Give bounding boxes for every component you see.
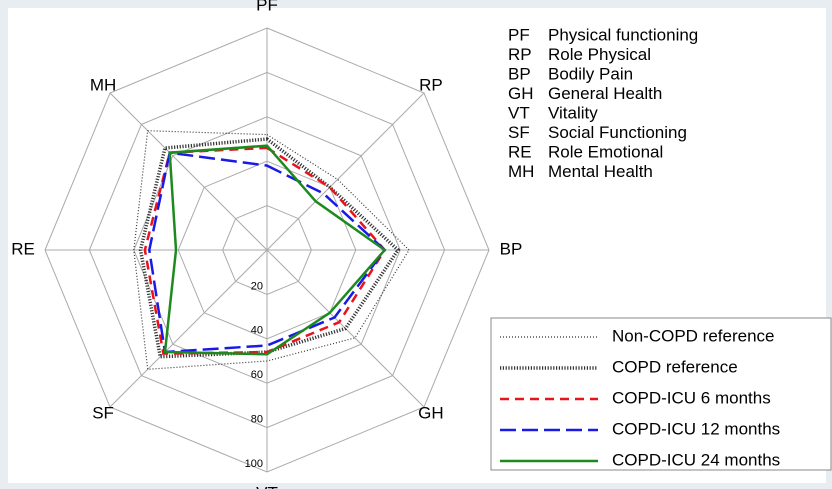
r-tick-label: 100 [245, 458, 263, 470]
spoke [266, 92, 425, 251]
key-abbr: BP [508, 64, 531, 83]
r-tick-label: 60 [251, 369, 263, 381]
key-abbr: GH [508, 84, 534, 103]
key-name: Role Emotional [548, 142, 663, 161]
key-abbr: PF [508, 25, 530, 44]
key-abbr: SF [508, 123, 530, 142]
legend-label: COPD-ICU 12 months [612, 419, 780, 438]
key-abbr: RP [508, 45, 532, 64]
axis-label: PF [256, 0, 278, 14]
r-tick-label: 80 [251, 414, 263, 426]
key-name: Bodily Pain [548, 64, 633, 83]
key-abbr: MH [508, 162, 534, 181]
r-tick-label: 20 [251, 280, 263, 292]
axis-label: SF [92, 403, 114, 422]
r-tick-label: 40 [251, 325, 263, 337]
axis-label: MH [90, 76, 116, 95]
key-name: Physical functioning [548, 25, 698, 44]
legend-label: COPD reference [612, 357, 738, 376]
axis-label: VT [256, 483, 278, 489]
key-name: Vitality [548, 103, 598, 122]
legend-box [490, 317, 832, 471]
key-name: Mental Health [548, 162, 653, 181]
key-abbr: RE [508, 142, 532, 161]
axis-label: GH [418, 403, 444, 422]
series-line [148, 151, 387, 354]
legend-label: COPD-ICU 6 months [612, 388, 771, 407]
spoke [109, 249, 268, 408]
series-line [133, 130, 410, 370]
legend-label: Non-COPD reference [612, 326, 775, 345]
spoke [109, 92, 268, 251]
axis-label: RE [11, 239, 35, 258]
axis-label: BP [500, 239, 523, 258]
key-name: General Health [548, 84, 662, 103]
key-name: Role Physical [548, 45, 651, 64]
series-line [143, 146, 387, 355]
axis-label: RP [419, 76, 443, 95]
key-abbr: VT [508, 103, 530, 122]
series-line [163, 144, 387, 356]
key-name: Social Functioning [548, 123, 687, 142]
legend-label: COPD-ICU 24 months [612, 450, 780, 469]
